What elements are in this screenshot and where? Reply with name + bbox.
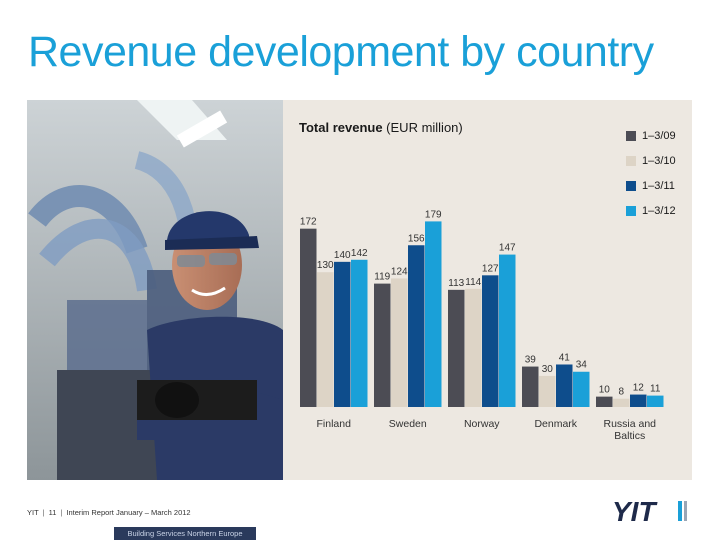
chart-title: Total revenue (EUR million) <box>299 120 463 135</box>
category-label: Russia and <box>603 418 656 430</box>
legend-label: 1–3/11 <box>642 180 675 192</box>
bar-norway-s4 <box>499 254 516 407</box>
bar-norway-s2 <box>465 288 482 407</box>
bar-russia-and-baltics-s4 <box>647 395 664 407</box>
worker-photo-illustration: YIT <box>27 100 283 480</box>
data-label: 127 <box>482 263 499 274</box>
bar-sweden-s2 <box>391 278 408 407</box>
page-title: Revenue development by country <box>28 28 654 76</box>
category-label: Baltics <box>614 430 645 442</box>
data-label: 142 <box>351 248 368 259</box>
bar-russia-and-baltics-s3 <box>630 394 647 407</box>
footer-division-bar: Building Services Northern Europe <box>114 527 256 540</box>
data-label: 124 <box>391 266 408 277</box>
bar-finland-s4 <box>351 259 368 407</box>
data-label: 156 <box>408 233 425 244</box>
bar-denmark-s3 <box>556 364 573 407</box>
footer-info: YIT | 11 | Interim Report January – March 20… <box>27 508 191 517</box>
data-label: 130 <box>317 260 334 271</box>
bar-russia-and-baltics-s1 <box>596 396 613 407</box>
legend-swatch <box>626 206 636 216</box>
category-label: Norway <box>464 418 500 430</box>
bar-finland-s2 <box>317 272 334 407</box>
footer-division-label: Building Services Northern Europe <box>127 529 243 538</box>
data-label: 11 <box>650 384 661 395</box>
footer-report-title: Interim Report January – March 2012 <box>66 508 191 517</box>
data-label: 39 <box>525 355 537 366</box>
legend-label: 1–3/10 <box>642 155 676 167</box>
legend-label: 1–3/09 <box>642 130 676 142</box>
data-label: 179 <box>425 209 442 220</box>
data-label: 119 <box>374 272 390 283</box>
bar-russia-and-baltics-s2 <box>613 398 630 407</box>
data-label: 41 <box>559 352 571 363</box>
data-label: 172 <box>300 217 317 228</box>
data-label: 140 <box>334 250 351 261</box>
category-label: Finland <box>317 418 352 430</box>
legend-label: 1–3/12 <box>642 205 676 217</box>
footer-page-number: 11 <box>48 508 57 517</box>
chart-title-unit: (EUR million) <box>382 120 463 135</box>
legend-swatch <box>626 181 636 191</box>
bar-norway-s3 <box>482 275 499 407</box>
bar-sweden-s1 <box>374 283 391 407</box>
chart-panel: Total revenue (EUR million) 1–3/09 1–3/1… <box>283 100 692 480</box>
data-label: 34 <box>576 360 588 371</box>
chart-title-bold: Total revenue <box>299 120 383 135</box>
data-label: 8 <box>618 387 624 398</box>
bar-denmark-s4 <box>573 371 590 407</box>
data-label: 10 <box>599 385 611 396</box>
bar-sweden-s4 <box>425 221 442 407</box>
footer-company: YIT <box>27 508 39 517</box>
bar-finland-s3 <box>334 261 351 407</box>
yit-logo: YIT <box>612 496 692 527</box>
data-label: 30 <box>542 364 554 375</box>
bar-sweden-s3 <box>408 245 425 407</box>
data-label: 114 <box>465 277 481 288</box>
yit-logo-wordmark: YIT <box>612 497 658 523</box>
bar-denmark-s1 <box>522 366 539 407</box>
legend-swatch <box>626 156 636 166</box>
legend-swatch <box>626 131 636 141</box>
category-label: Denmark <box>534 418 577 430</box>
bar-denmark-s2 <box>539 375 556 407</box>
data-label: 147 <box>499 243 516 254</box>
bar-norway-s1 <box>448 289 465 407</box>
worker-photo: YIT <box>27 100 283 480</box>
bar-finland-s1 <box>300 228 317 407</box>
category-label: Sweden <box>389 418 427 430</box>
data-label: 12 <box>633 383 645 394</box>
data-label: 113 <box>448 278 464 289</box>
